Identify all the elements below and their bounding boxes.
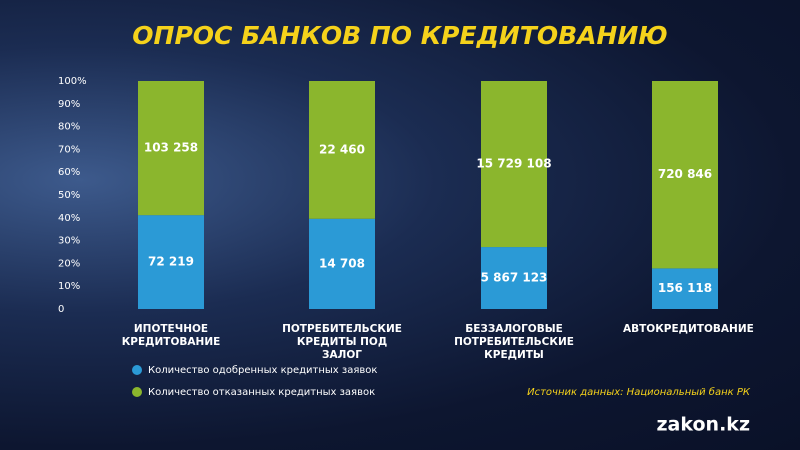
y-tick-label: 0 [58,304,64,315]
legend-label: Количество одобренных кредитных заявок [148,365,377,376]
data-label: 5 867 123 [481,271,548,285]
x-tick-label: ПОТРЕБИТЕЛЬСКИЕ КРЕДИТЫ ПОД ЗАЛОГ [282,323,402,361]
data-label: 156 118 [658,281,712,295]
x-tick-label: АВТОКРЕДИТОВАНИЕ [623,323,754,335]
source: Источник данных: Национальный банк РК [527,386,751,398]
data-label: 15 729 108 [476,157,551,171]
y-tick-label: 70% [58,144,80,155]
chart-title: ОПРОС БАНКОВ ПО КРЕДИТОВАНИЮ [132,21,667,50]
legend-marker [132,365,142,375]
data-label: 103 258 [144,141,198,155]
bar-segment [309,218,375,309]
data-label: 72 219 [148,255,194,269]
y-tick-label: 10% [58,281,80,292]
logo: zakon.kz [657,414,751,436]
data-label: 720 846 [658,167,712,181]
data-label: 22 460 [319,142,365,156]
y-tick-label: 50% [58,190,80,201]
bar-segment [138,215,204,309]
bar-segment [481,81,547,248]
y-tick-label: 80% [58,122,80,133]
bar-segment [138,81,204,216]
y-tick-label: 20% [58,258,80,269]
legend-marker [132,387,142,397]
x-tick-label: ИПОТЕЧНОЕ КРЕДИТОВАНИЕ [121,323,221,348]
y-tick-label: 100% [58,76,87,87]
bar-segment [652,81,718,269]
data-label: 14 708 [319,256,365,270]
x-tick-label: БЕЗЗАЛОГОВЫЕ ПОТРЕБИТЕЛЬСКИЕ КРЕДИТЫ [454,323,574,361]
bar-segment [481,247,547,309]
y-tick-label: 40% [58,213,80,224]
y-tick-label: 30% [58,236,80,247]
legend-label: Количество отказанных кредитных заявок [148,387,375,398]
y-tick-label: 90% [58,99,80,110]
bar-segment [309,81,375,219]
y-tick-label: 60% [58,167,80,178]
bar-segment [652,268,718,309]
